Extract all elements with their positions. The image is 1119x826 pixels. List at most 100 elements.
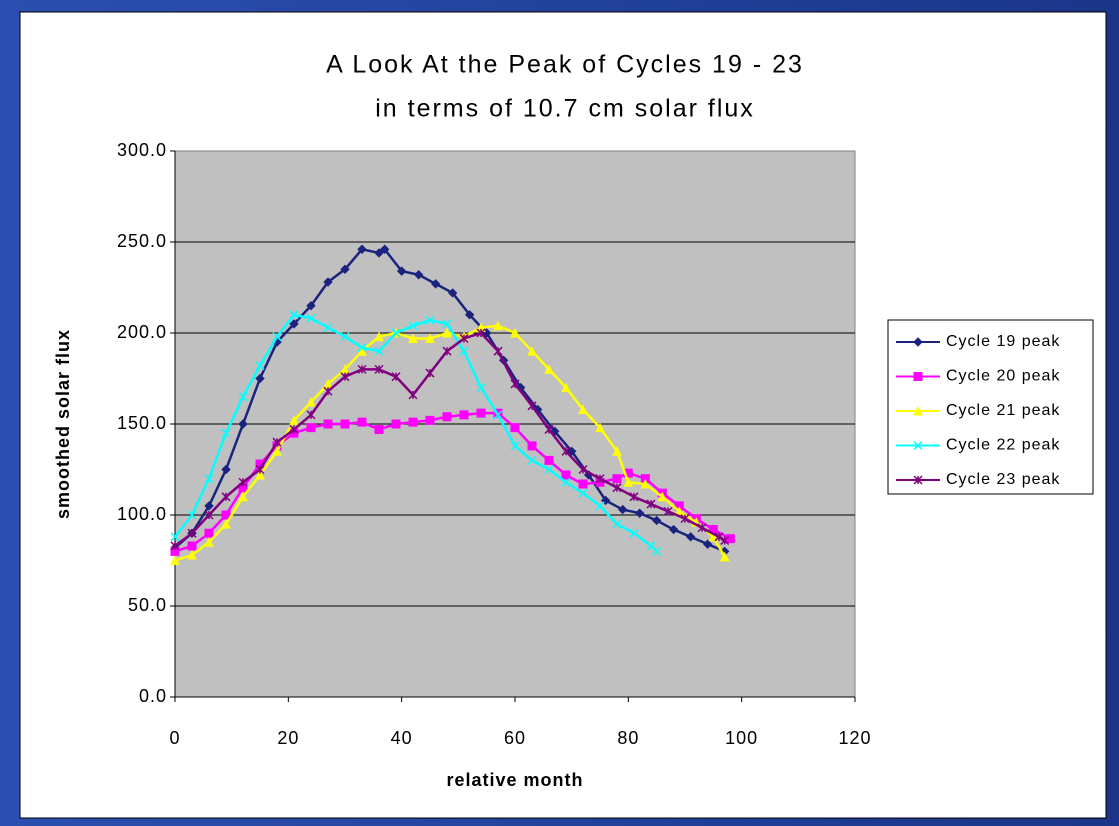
marker <box>527 455 537 465</box>
marker <box>425 368 435 378</box>
x-tick-label: 120 <box>838 728 871 748</box>
marker <box>238 419 248 429</box>
marker <box>357 244 367 254</box>
marker <box>238 392 248 402</box>
marker <box>476 408 486 418</box>
marker <box>680 514 690 524</box>
marker <box>340 372 350 382</box>
marker <box>238 491 248 502</box>
marker <box>221 518 231 529</box>
marker <box>510 379 520 389</box>
marker <box>272 332 282 342</box>
marker <box>170 555 180 565</box>
marker <box>306 423 316 433</box>
marker <box>425 415 435 425</box>
marker <box>476 328 486 338</box>
marker <box>374 331 384 342</box>
marker <box>544 455 554 465</box>
marker <box>442 319 452 329</box>
marker <box>374 248 384 258</box>
marker <box>708 531 719 542</box>
marker <box>629 492 639 502</box>
marker <box>459 333 469 343</box>
y-tick-label: 300.0 <box>117 140 167 160</box>
marker <box>612 474 622 484</box>
marker <box>544 464 554 475</box>
x-tick-label: 40 <box>391 728 413 748</box>
marker <box>595 501 605 511</box>
legend-label: Cycle 19 peak <box>946 333 1060 350</box>
marker <box>221 492 231 502</box>
marker <box>442 412 452 422</box>
chart-subtitle: in terms of 10.7 cm solar flux <box>375 95 755 123</box>
y-tick-label: 0.0 <box>139 686 167 706</box>
marker <box>374 364 384 374</box>
marker <box>634 508 645 518</box>
marker <box>255 464 265 475</box>
marker <box>527 346 537 356</box>
marker <box>510 327 520 338</box>
marker <box>306 313 316 323</box>
y-axis-label: smoothed solar flux <box>53 329 73 519</box>
x-tick-label: 100 <box>725 728 758 748</box>
marker <box>544 424 554 434</box>
marker <box>170 532 180 542</box>
marker <box>413 270 424 280</box>
y-tick-label: 200.0 <box>117 322 167 342</box>
marker <box>566 446 577 457</box>
marker <box>561 382 571 393</box>
legend-marker <box>913 440 923 451</box>
marker <box>464 310 475 320</box>
marker <box>493 410 503 420</box>
y-tick-label: 150.0 <box>117 413 167 433</box>
marker <box>561 446 571 456</box>
marker <box>408 333 418 343</box>
marker <box>289 319 299 329</box>
y-tick-label: 250.0 <box>117 231 167 251</box>
marker <box>408 390 418 400</box>
marker <box>714 532 724 542</box>
marker <box>323 419 333 429</box>
marker <box>306 410 316 420</box>
marker <box>447 288 458 298</box>
marker <box>651 515 662 526</box>
marker <box>255 361 265 371</box>
marker <box>340 332 350 342</box>
marker <box>204 474 214 484</box>
marker <box>430 279 441 289</box>
marker <box>685 532 696 542</box>
x-tick-label: 60 <box>504 728 526 748</box>
marker <box>493 346 503 356</box>
y-tick-label: 100.0 <box>117 504 167 524</box>
marker <box>442 346 452 356</box>
marker <box>510 441 520 451</box>
marker <box>719 551 730 562</box>
marker <box>578 479 588 489</box>
marker <box>204 510 214 520</box>
x-tick-label: 20 <box>277 728 299 748</box>
marker <box>391 372 401 382</box>
x-axis-label: relative month <box>446 770 583 790</box>
marker <box>544 364 554 374</box>
marker <box>391 328 401 338</box>
x-tick-label: 80 <box>617 728 639 748</box>
marker <box>617 504 628 515</box>
marker <box>408 417 418 427</box>
marker <box>340 264 350 275</box>
marker <box>357 346 367 356</box>
marker <box>612 519 622 529</box>
marker <box>561 470 571 480</box>
marker <box>640 474 650 484</box>
marker <box>374 346 384 356</box>
y-tick-label: 50.0 <box>128 595 167 615</box>
marker <box>578 488 588 498</box>
marker <box>561 477 571 487</box>
marker <box>646 499 656 509</box>
marker <box>255 469 265 480</box>
marker <box>459 410 469 420</box>
marker <box>379 244 390 254</box>
x-tick-label: 0 <box>169 728 180 748</box>
marker <box>612 446 622 456</box>
